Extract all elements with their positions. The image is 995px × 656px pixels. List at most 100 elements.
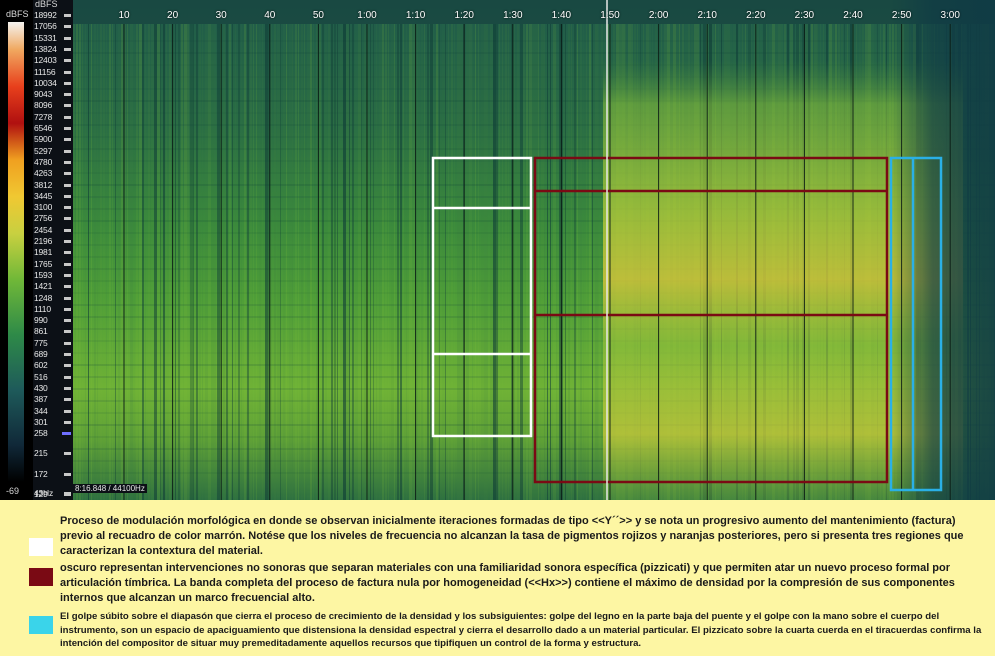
frequency-tick: 1421 [33,281,73,293]
frequency-tick-mark [64,319,71,323]
frequency-tick: 1981 [33,247,73,259]
frequency-tick-label: 172 [34,468,48,479]
texture-streak [103,24,105,500]
texture-streak [565,24,566,500]
texture-streak [397,24,399,500]
spectrogram-image [73,0,995,500]
texture-streak [409,24,412,500]
legend-text-dark-red: oscuro representan intervenciones no son… [60,562,955,604]
frequency-tick-label: 344 [34,405,48,416]
texture-streak [490,24,493,500]
texture-streak [391,24,394,500]
frequency-tick-label: 5900 [34,134,53,145]
status-readout: 8:16.848 / 44100Hz [73,484,147,493]
texture-streak [412,24,415,500]
frequency-tick-mark [64,492,71,495]
texture-streak [292,24,293,500]
texture-streak [85,24,86,500]
texture-streak [511,24,513,500]
frequency-tick-label: 7278 [34,111,53,122]
texture-streak [547,24,548,500]
texture-streak [382,24,384,500]
time-tick-label: 20 [167,10,179,21]
time-tick-label: 40 [264,10,276,21]
frequency-tick: 6546 [33,123,73,135]
frequency-tick: 13824 [33,44,73,56]
frequency-tick: 5900 [33,134,73,146]
frequency-tick: 4263 [33,168,73,180]
texture-streak [556,24,557,500]
texture-streak [145,24,146,500]
texture-streak [562,24,563,500]
texture-streak [337,24,338,500]
texture-streak [454,24,455,500]
frequency-tick: 4780 [33,157,73,169]
texture-streak [451,24,453,500]
frequency-tick-mark [64,296,71,300]
dbfs-scale-bottom-value: -69 [6,486,20,496]
texture-streak [580,24,582,500]
time-axis[interactable]: 10 20 30 40 50 1:00 1:10 1:20 1:30 1:40 1:50 2:00 2:… [73,0,995,24]
frequency-tick: 2454 [33,225,73,237]
frequency-tick: 2756 [33,213,73,225]
frequency-tick-mark [64,36,71,40]
frequency-tick-mark [64,25,71,29]
texture-streak [535,24,538,500]
texture-streak [442,24,445,500]
frequency-tick: 990 [33,315,73,327]
frequency-tick-mark [64,285,71,289]
texture-streak [265,24,268,500]
texture-streak [499,24,500,500]
texture-streak [343,24,346,500]
frequency-tick-label: 258 [34,428,48,439]
frequency-tick-mark [64,353,71,356]
frequency-tick-mark [62,432,71,436]
texture-streak [469,24,472,500]
frequency-tick: 861 [33,326,73,338]
texture-streak [193,24,194,500]
cyan-region-box [889,156,943,492]
texture-streak [439,24,440,500]
texture-streak [463,24,464,500]
texture-streak [595,24,598,500]
texture-streak [505,24,507,500]
texture-streak [319,24,321,500]
texture-streak [223,24,225,500]
legend-swatch-white [29,538,53,556]
time-tick-label: 10 [118,10,130,21]
texture-streak [376,24,377,500]
texture-streak [532,24,535,500]
time-tick-label: 3:00 [940,10,960,21]
frequency-tick-label: 2756 [34,213,53,224]
frequency-tick-mark [64,364,71,368]
frequency-tick-mark [64,194,71,198]
frequency-tick-mark [64,47,71,51]
texture-streak [91,24,92,500]
frequency-tick: 15331 [33,33,73,45]
texture-streak [349,24,350,500]
texture-streak [436,24,438,500]
texture-streak [586,24,587,500]
frequency-tick-label: 775 [34,337,48,348]
texture-streak [313,24,314,500]
texture-streak [544,24,545,500]
frequency-tick-label: 215 [34,448,48,459]
texture-streak [373,24,374,500]
frequency-tick-label: 11156 [34,66,56,77]
texture-streak [214,24,216,500]
frequency-tick: 301 [33,417,73,429]
time-tick-label: 2:50 [891,10,912,21]
frequency-tick-mark [64,307,71,311]
spectrogram-canvas[interactable] [73,0,995,500]
frequency-tick-mark [64,472,71,476]
texture-streak [115,24,116,500]
texture-streak [295,24,297,500]
white-region-box [431,156,533,438]
texture-band [73,148,995,150]
texture-streak [424,24,425,500]
texture-band [73,100,995,102]
texture-streak [355,24,358,500]
frequency-tick-label: 1248 [34,292,53,303]
texture-streak [151,24,154,500]
texture-streak [187,24,189,500]
